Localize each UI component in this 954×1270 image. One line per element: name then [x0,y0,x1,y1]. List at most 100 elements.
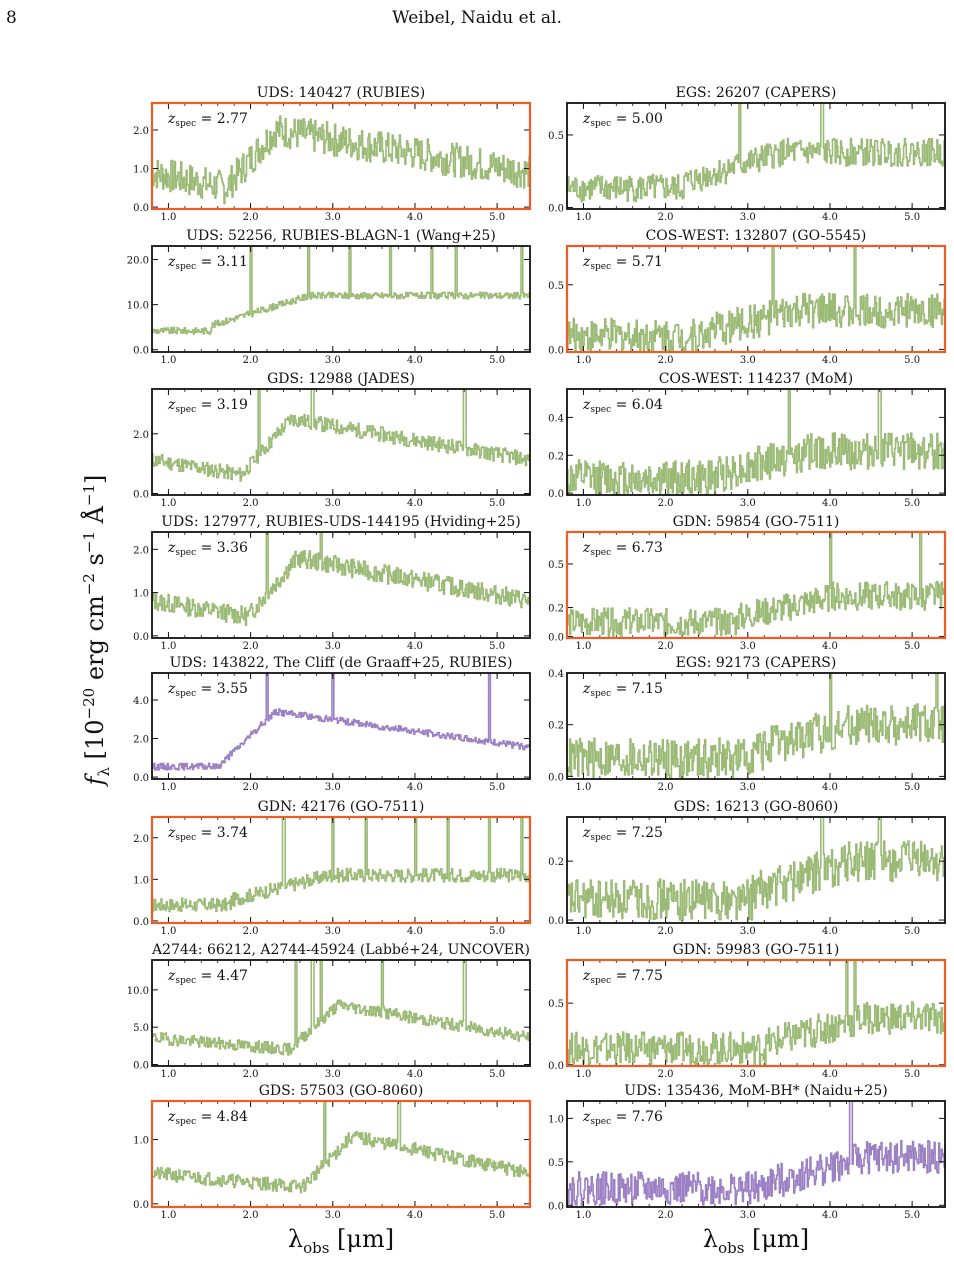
x-tick-label: 1.0 [575,355,591,366]
z-spec-annotation: zspec = 4.84 [167,1109,248,1127]
y-tick-label: 5.0 [133,1023,149,1034]
y-tick-label: 0.0 [548,1201,564,1212]
spectrum-line [152,1101,530,1194]
x-tick-label: 3.0 [325,1069,341,1080]
y-tick-label: 0.0 [133,346,149,357]
x-tick-label: 1.0 [160,498,176,509]
z-spec-annotation: zspec = 7.75 [582,968,663,986]
x-tick-label: 3.0 [325,212,341,223]
x-tick-label: 5.0 [904,926,920,937]
x-tick-label: 4.0 [822,498,838,509]
x-tick-label: 5.0 [489,926,505,937]
x-tick-label: 4.0 [407,355,423,366]
x-tick-label: 4.0 [407,212,423,223]
x-tick-label: 1.0 [160,1069,176,1080]
z-spec-annotation: zspec = 5.00 [582,111,663,129]
spectrum-line [567,246,945,352]
spectrum-panel: GDS: 12988 (JADES) 1.0 2.0 3.0 4.0 5.0 0.0 2.0 z… [133,371,531,509]
x-tick-label: 2.0 [658,926,674,937]
spectrum-panel: COS-WEST: 114237 (MoM) 1.0 2.0 3.0 4.0 5.0 0.0… [548,371,946,509]
y-tick-label: 2.0 [133,735,149,746]
panel-title: COS-WEST: 132807 (GO-5545) [646,228,867,244]
x-tick-label: 5.0 [489,1069,505,1080]
panel-frame [566,1100,946,1208]
y-tick-label: 0.0 [548,204,564,215]
x-tick-label: 3.0 [325,1210,341,1221]
y-tick-label: 1.0 [548,1114,564,1125]
x-tick-label: 2.0 [243,1069,259,1080]
z-spec-annotation: zspec = 2.77 [167,111,248,129]
y-tick-label: 0.5 [548,281,564,292]
y-tick-label: 0.5 [548,560,564,571]
z-spec-annotation: zspec = 3.19 [167,397,248,415]
panel-frame [565,244,947,354]
spectrum-line [152,673,530,771]
x-tick-label: 1.0 [575,212,591,223]
y-tick-label: 0.0 [133,773,149,784]
panel-frame [151,531,531,639]
panel-title: UDS: 143822, The Cliff (de Graaff+25, RU… [170,655,513,671]
spectrum-panel: UDS: 52256, RUBIES-BLAGN-1 (Wang+25) 1.0 2… [127,228,531,366]
panel-title: GDS: 57503 (GO-8060) [259,1083,424,1099]
spectrum-line [567,1101,945,1206]
page-number: 8 [6,8,17,28]
x-tick-label: 5.0 [904,1210,920,1221]
y-tick-label: 10.0 [127,301,149,312]
x-tick-label: 3.0 [740,641,756,652]
y-tick-label: 2.0 [133,126,149,137]
x-tick-label: 4.0 [822,641,838,652]
panel-frame [151,388,531,496]
x-tick-label: 5.0 [904,498,920,509]
panel-title: UDS: 127977, RUBIES-UDS-144195 (Hviding+… [161,514,521,530]
x-tick-label: 2.0 [243,355,259,366]
x-tick-label: 2.0 [658,641,674,652]
panel-frame [566,102,946,210]
z-spec-annotation: zspec = 4.47 [167,968,248,986]
x-axis-label: λobs [μm] [288,1225,394,1257]
panel-title: UDS: 140427 (RUBIES) [257,85,426,101]
spectrum-panel: GDN: 42176 (GO-7511) 1.0 2.0 3.0 4.0 5.0 0.0 1.… [133,799,532,937]
spectrum-line [567,389,945,495]
panel-title: GDS: 12988 (JADES) [267,371,415,387]
x-tick-label: 5.0 [489,212,505,223]
x-tick-label: 5.0 [489,1210,505,1221]
x-tick-label: 1.0 [160,782,176,793]
x-tick-label: 4.0 [822,212,838,223]
panel-frame [150,815,532,925]
panel-title: A2744: 66212, A2744-45924 (Labbé+24, UNC… [151,942,530,958]
panel-title: UDS: 52256, RUBIES-BLAGN-1 (Wang+25) [186,228,496,244]
panel-title: GDN: 59854 (GO-7511) [673,514,840,530]
y-tick-label: 10.0 [127,986,149,997]
z-spec-annotation: zspec = 3.55 [167,681,248,699]
panel-title: UDS: 135436, MoM-BH* (Naidu+25) [624,1083,887,1099]
x-tick-label: 1.0 [575,782,591,793]
y-tick-label: 20.0 [127,256,149,267]
x-tick-label: 3.0 [325,355,341,366]
panel-title: GDN: 59983 (GO-7511) [673,942,840,958]
x-tick-label: 2.0 [243,1210,259,1221]
x-tick-label: 3.0 [325,498,341,509]
y-tick-label: 0.5 [548,999,564,1010]
y-tick-label: 0.2 [548,451,564,462]
spectrum-line [152,115,530,205]
z-spec-annotation: zspec = 5.71 [582,254,663,272]
y-tick-label: 2.0 [133,430,149,441]
y-tick-label: 0.5 [548,1158,564,1169]
x-tick-label: 3.0 [740,1069,756,1080]
panel-frame [150,1099,532,1209]
y-tick-label: 0.0 [548,1061,564,1072]
spectrum-panel: GDS: 57503 (GO-8060) 1.0 2.0 3.0 4.0 5.0 0.0 1.… [133,1083,532,1221]
y-tick-label: 0.0 [548,916,564,927]
x-tick-label: 5.0 [904,1069,920,1080]
panel-frame [151,959,531,1067]
z-spec-annotation: zspec = 7.76 [582,1109,663,1127]
x-tick-label: 1.0 [575,926,591,937]
y-tick-label: 0.0 [133,632,149,643]
panel-frame [566,816,946,924]
panel-frame [150,101,532,211]
x-tick-label: 5.0 [489,355,505,366]
x-tick-label: 2.0 [658,355,674,366]
panel-frame [565,530,947,640]
spectrum-line [567,960,945,1066]
